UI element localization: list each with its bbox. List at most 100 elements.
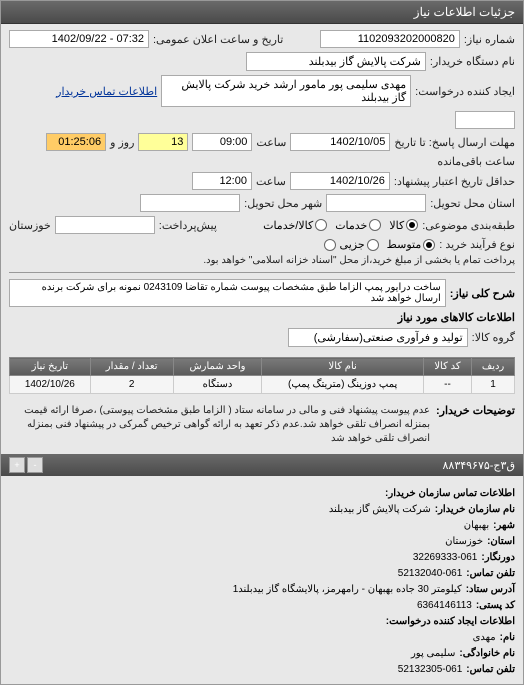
- contact-province-label: استان:: [487, 534, 515, 550]
- delivery-state-field[interactable]: [326, 194, 426, 212]
- validity-date-field[interactable]: 1402/10/26: [290, 172, 390, 190]
- contact-section: اطلاعات تماس سازمان خریدار: نام سازمان خ…: [1, 480, 523, 684]
- deadline-date-field[interactable]: 1402/10/05: [290, 133, 390, 151]
- radio-minor-item[interactable]: جزیی: [340, 238, 379, 251]
- radio-services-item[interactable]: خدمات: [335, 219, 381, 232]
- header-title: جزئیات اطلاعات نیاز: [414, 5, 515, 19]
- th-name: نام کالا: [262, 358, 424, 376]
- validity-time-field[interactable]: 12:00: [192, 172, 252, 190]
- goods-group-field[interactable]: تولید و فرآوری صنعتی(سفارشی): [288, 328, 468, 347]
- contact-phone-row: تلفن تماس: 52132040-061: [9, 566, 515, 582]
- delivery-city-field[interactable]: [140, 194, 240, 212]
- contact-phone2-label: تلفن تماس:: [466, 662, 515, 678]
- notes-text: عدم پیوست پیشنهاد فنی و مالی در سامانه س…: [9, 404, 430, 446]
- row-need-desc: شرح کلی نیاز: ساخت درایور پمپ الزاما طبق…: [9, 279, 515, 307]
- row-delivery: استان محل تحویل: شهر محل تحویل:: [9, 194, 515, 212]
- th-code: کد کالا: [423, 358, 471, 376]
- contact-province-row: استان: خوزستان: [9, 534, 515, 550]
- contact-org: شرکت پالایش گاز بیدبلند: [329, 502, 431, 518]
- th-qty: تعداد / مقدار: [90, 358, 173, 376]
- need-desc-label: شرح کلی نیاز:: [450, 287, 515, 300]
- request-number-label: شماره نیاز:: [464, 33, 515, 46]
- td-date: 1402/10/26: [10, 376, 91, 394]
- khuzestan-label: خوزستان: [9, 219, 51, 232]
- radio-minor-circle[interactable]: [367, 239, 379, 251]
- buyer-contact-field[interactable]: [455, 111, 515, 129]
- footer-buttons: - +: [9, 457, 43, 473]
- radio-goods-services-item[interactable]: کالا/خدمات: [263, 219, 327, 232]
- contact-phone2: 52132305-061: [398, 662, 463, 678]
- radio-goods-services-circle[interactable]: [315, 219, 327, 231]
- prepayment-label: پیش‌پرداخت:: [159, 219, 217, 232]
- contact-org-label: نام سازمان خریدار:: [435, 502, 515, 518]
- goods-group-label: گروه کالا:: [472, 331, 515, 344]
- deadline-time-label: ساعت: [256, 136, 286, 149]
- process-type-label: نوع فرآیند خرید :: [439, 238, 515, 251]
- td-name: پمپ دوزینگ (متریتگ پمپ): [262, 376, 424, 394]
- row-goods-info-title: اطلاعات کالاهای مورد نیاز: [9, 311, 515, 324]
- radio-services-circle[interactable]: [369, 219, 381, 231]
- th-unit: واحد شمارش: [173, 358, 262, 376]
- contact-phone-label: تلفن تماس:: [466, 566, 515, 582]
- need-desc-field[interactable]: ساخت درایور پمپ الزاما طبق مشخصات پیوست …: [9, 279, 446, 307]
- classification-label: طبقه‌بندی موضوعی:: [422, 219, 515, 232]
- contact-address: کیلومتر 30 جاده بهبهان - رامهرمز، پالایش…: [233, 582, 462, 598]
- radio-medium-circle[interactable]: [423, 239, 435, 251]
- announce-date-label: تاریخ و ساعت اعلان عمومی:: [153, 33, 283, 46]
- remaining-time-field[interactable]: 01:25:06: [46, 133, 106, 151]
- minus-button[interactable]: -: [27, 457, 43, 473]
- contact-surname-row: نام خانوادگی: سلیمی پور: [9, 646, 515, 662]
- payment-checkbox[interactable]: [324, 239, 336, 251]
- buyer-contact-link[interactable]: اطلاعات تماس خریدار: [56, 85, 157, 98]
- radio-goods-label: کالا: [389, 219, 404, 232]
- td-code: --: [423, 376, 471, 394]
- delivery-city-label: شهر محل تحویل:: [244, 197, 322, 210]
- days-field[interactable]: 13: [138, 133, 188, 151]
- row-validity: حداقل تاریخ اعتبار پیشنهاد: 1402/10/26 س…: [9, 172, 515, 190]
- row-goods-group: گروه کالا: تولید و فرآوری صنعتی(سفارشی): [9, 328, 515, 347]
- main-container: جزئیات اطلاعات نیاز شماره نیاز: 11020932…: [0, 0, 524, 685]
- classification-radio-group: کالا خدمات کالا/خدمات: [263, 219, 418, 232]
- contact-address-label: آدرس ستاد:: [466, 582, 515, 598]
- row-buyer-org: نام دستگاه خریدار: شرکت پالایش گاز بیدبل…: [9, 52, 515, 71]
- buyer-org-field[interactable]: شرکت پالایش گاز بیدبلند: [246, 52, 426, 71]
- creator-title-row: اطلاعات ایجاد کننده درخواست:: [9, 614, 515, 630]
- goods-table: ردیف کد کالا نام کالا واحد شمارش تعداد /…: [9, 357, 515, 394]
- table-row[interactable]: 1 -- پمپ دوزینگ (متریتگ پمپ) دستگاه 2 14…: [10, 376, 515, 394]
- contact-city-row: شهر: بهبهان: [9, 518, 515, 534]
- td-row: 1: [472, 376, 515, 394]
- radio-services-label: خدمات: [335, 219, 367, 232]
- page-header: جزئیات اطلاعات نیاز: [1, 1, 523, 24]
- contact-postal-row: کد پستی: 6364146113: [9, 598, 515, 614]
- divider-1: [9, 272, 515, 273]
- row-request-number: شماره نیاز: 1102093202000820 تاریخ و ساع…: [9, 30, 515, 48]
- prepayment-field[interactable]: [55, 216, 155, 234]
- contact-fax-row: دورنگار: 32269333-061: [9, 550, 515, 566]
- request-creator-field[interactable]: مهدی سلیمی پور مامور ارشد خرید شرکت پالا…: [161, 75, 411, 107]
- contact-name-label: نام:: [500, 630, 515, 646]
- radio-medium-item[interactable]: متوسط: [387, 238, 436, 251]
- process-radio-group: متوسط جزیی: [340, 238, 436, 251]
- announce-date-field[interactable]: 07:32 - 1402/09/22: [9, 30, 149, 48]
- contact-fax: 32269333-061: [413, 550, 478, 566]
- validity-time-label: ساعت: [256, 175, 286, 188]
- contact-address-row: آدرس ستاد: کیلومتر 30 جاده بهبهان - رامه…: [9, 582, 515, 598]
- row-deadline: مهلت ارسال پاسخ: تا تاریخ 1402/10/05 ساع…: [9, 133, 515, 168]
- contact-fax-label: دورنگار:: [481, 550, 515, 566]
- creator-title: اطلاعات ایجاد کننده درخواست:: [386, 614, 515, 630]
- request-number-field[interactable]: 1102093202000820: [320, 30, 460, 48]
- plus-button[interactable]: +: [9, 457, 25, 473]
- deadline-time-field[interactable]: 09:00: [192, 133, 252, 151]
- notes-row: توضیحات خریدار: عدم پیوست پیشنهاد فنی و …: [1, 400, 523, 450]
- row-process-type: نوع فرآیند خرید : متوسط جزیی پرداخت تمام…: [9, 238, 515, 266]
- deadline-label: مهلت ارسال پاسخ: تا تاریخ: [394, 136, 515, 149]
- radio-goods-circle[interactable]: [406, 219, 418, 231]
- contact-city-label: شهر:: [493, 518, 515, 534]
- contact-org-row: نام سازمان خریدار: شرکت پالایش گاز بیدبل…: [9, 502, 515, 518]
- contact-city: بهبهان: [464, 518, 489, 534]
- th-row: ردیف: [472, 358, 515, 376]
- row-classification: طبقه‌بندی موضوعی: کالا خدمات کالا/خدمات …: [9, 216, 515, 234]
- radio-goods-item[interactable]: کالا: [389, 219, 418, 232]
- th-date: تاریخ نیاز: [10, 358, 91, 376]
- goods-table-wrap: ردیف کد کالا نام کالا واحد شمارش تعداد /…: [1, 357, 523, 394]
